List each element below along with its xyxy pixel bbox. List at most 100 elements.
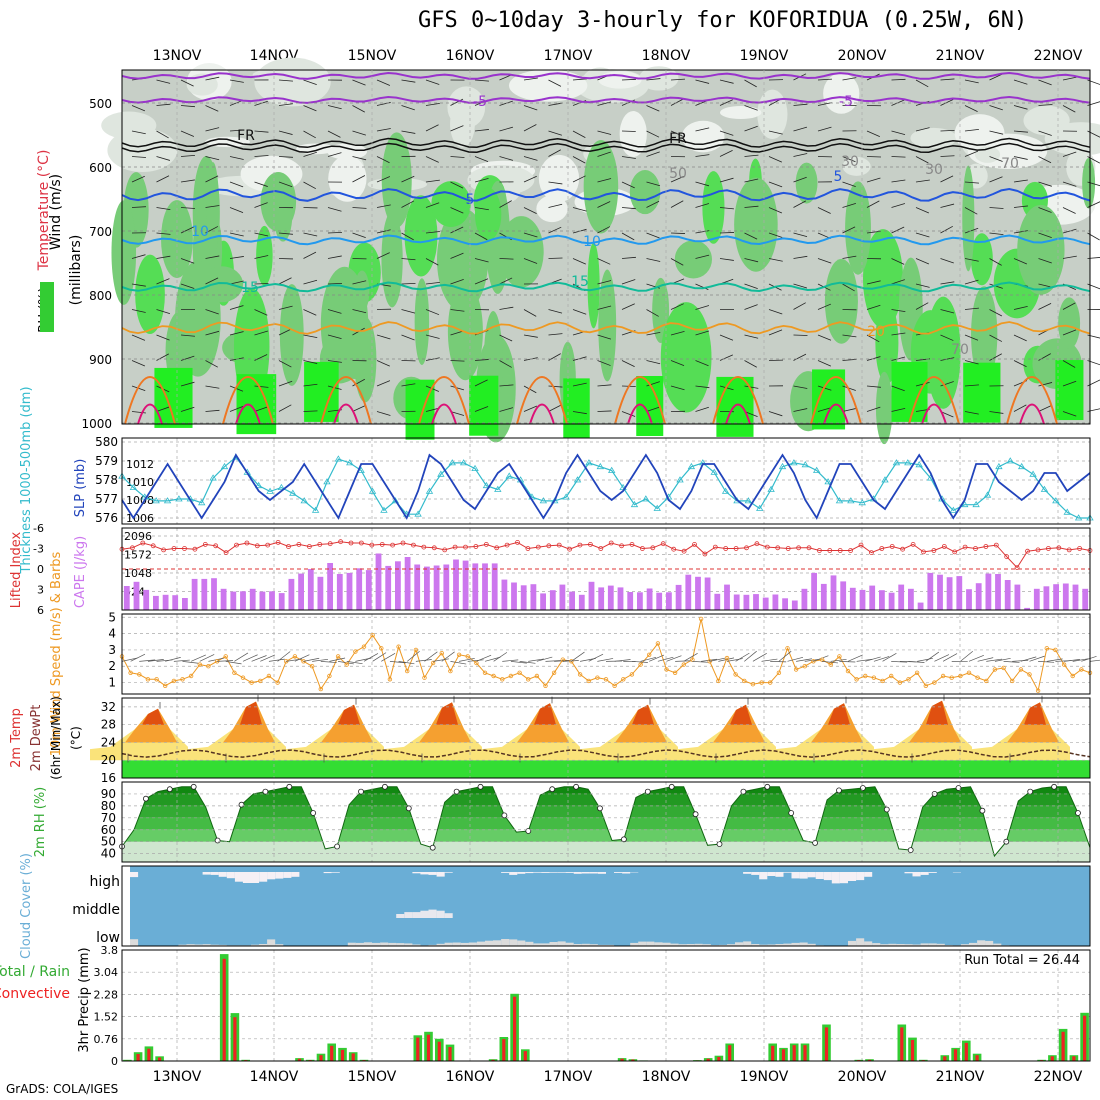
cloud-high-bar (242, 872, 251, 883)
cape-bar (956, 576, 963, 610)
wind-barb (1062, 380, 1077, 387)
li-point (369, 542, 375, 548)
cape-bar (753, 594, 759, 610)
wind-barb (523, 175, 537, 183)
wind-speed-point (448, 668, 453, 674)
rh-dry-patch (681, 120, 725, 153)
wind-barb-10m (847, 654, 863, 662)
wind-speed-point (171, 678, 177, 684)
precip-convective-bar (792, 1045, 796, 1061)
wind-speed-point (923, 683, 928, 688)
wind-barb-10m (519, 660, 536, 664)
rh-band (122, 793, 1090, 806)
cape-tick-2096: 2096 (124, 530, 152, 543)
rh-point (836, 787, 842, 794)
wind-barb (1013, 105, 1028, 110)
rh-moist-patch (587, 242, 600, 329)
wind-speed-point (966, 670, 972, 675)
cape-tick-1048: 1048 (124, 567, 152, 580)
wind-speed-point (162, 683, 168, 688)
cloud-high-bar (823, 872, 832, 881)
cloud-low-bar (493, 940, 502, 946)
wind-barb-10m (459, 657, 475, 662)
cloud-high-bar (549, 872, 558, 873)
wind-speed-point (482, 670, 488, 675)
thickness-point (380, 506, 388, 513)
wind-barb (401, 309, 416, 314)
thickness-point (482, 481, 491, 489)
date-label-top-1: 13NOV (153, 48, 202, 64)
wind-barb (842, 358, 857, 361)
ylabel-precip: 3hr Precip (mm) (77, 947, 92, 1052)
wind-speed-point (612, 683, 617, 688)
cloud-high-bar (541, 872, 550, 873)
wind-barb (303, 151, 317, 157)
wind-barb-10m (701, 658, 717, 662)
wind-barb (205, 156, 220, 161)
wind-barb (376, 360, 390, 367)
cape-bar (685, 574, 692, 610)
precip-convective-bar (781, 1049, 786, 1061)
thickness-point (756, 504, 764, 511)
wind-barb-10m (363, 653, 379, 662)
wind-barb (425, 334, 440, 339)
cloud-low-bar (412, 944, 421, 946)
wind-barb-10m (234, 652, 249, 662)
isotherm-30 (1019, 403, 1045, 425)
cape-bar (627, 592, 634, 610)
wind-barb (254, 155, 269, 157)
wind-barb (597, 101, 612, 106)
wind-barb (891, 407, 906, 412)
chart-title: GFS 0~10day 3-hourly for KOFORIDUA (0.25… (418, 8, 1028, 33)
cape-bar (946, 577, 953, 610)
thickness-point (983, 491, 992, 498)
cloud-high-bar (589, 872, 598, 874)
wind-speed-point (837, 654, 842, 659)
wind-barb (474, 156, 489, 163)
wind-speed-point (500, 677, 505, 682)
li-point (889, 544, 895, 549)
thickness-point (778, 462, 787, 470)
wind-barb (572, 258, 586, 265)
cloud-middle-bar (404, 912, 413, 918)
wind-barb (646, 78, 661, 81)
wind-speed-point (906, 677, 911, 682)
cape-bar (1072, 584, 1079, 610)
wind-speed-point (309, 664, 315, 669)
wind-barb (842, 283, 855, 292)
precip-convective-bar (1083, 1015, 1087, 1061)
wind-barb (180, 130, 195, 137)
wind-barb (1013, 179, 1028, 183)
wind-barb (793, 408, 808, 412)
cape-bar (540, 593, 546, 610)
wind-barb (646, 309, 659, 317)
wind-barb-10m (121, 657, 138, 662)
thickness-point (790, 459, 798, 466)
precip-convective-bar (523, 1051, 527, 1061)
wind-barb-10m (1046, 658, 1063, 662)
wind-barb (646, 181, 661, 187)
cloud-low-bar (581, 943, 590, 946)
contour-label-9: 15 (241, 280, 259, 296)
wind-barb (548, 333, 563, 336)
wind-barb (229, 305, 244, 310)
thickness-point (163, 497, 172, 504)
wind-barb (866, 230, 881, 234)
thickness-point (494, 485, 502, 492)
wind-barb (425, 202, 440, 208)
thickness-point (585, 459, 593, 466)
wind-barb (866, 130, 880, 138)
temp-area-dark (436, 702, 458, 725)
wind-barb (474, 129, 489, 132)
wind-barb (131, 175, 145, 183)
wind-barb (376, 128, 391, 132)
wind-speed-point (672, 670, 678, 675)
li-point (900, 546, 905, 552)
wind-barb (915, 382, 930, 387)
precip-tick-3: 2.28 (94, 988, 119, 1001)
li-tick-1: -3 (33, 543, 44, 556)
date-label-top-6: 18NOV (642, 48, 691, 64)
thickness-point (630, 500, 639, 508)
wind-barb (376, 334, 391, 340)
wind-barb (327, 282, 343, 285)
